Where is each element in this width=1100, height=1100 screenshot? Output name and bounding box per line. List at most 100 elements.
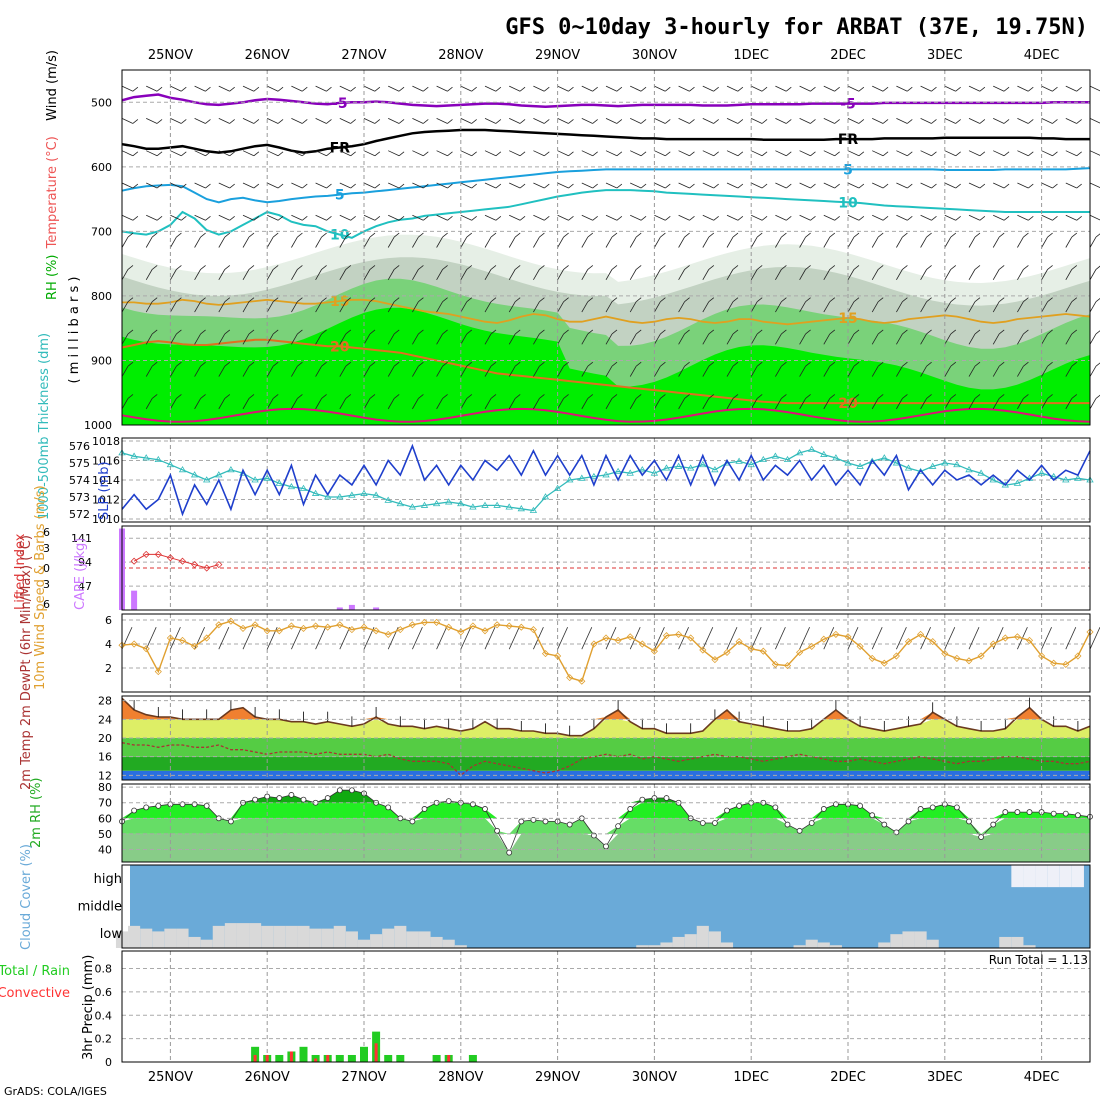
upper-wind-barb [350, 215, 356, 221]
precip-convective-bar [265, 1054, 269, 1062]
upper-wind-barb [968, 236, 976, 248]
thickness-marker [674, 462, 683, 469]
upper-wind-barb [345, 329, 352, 335]
upper-wind-barb [907, 215, 913, 221]
upper-wind-barb [146, 214, 158, 221]
upper-wind-barb [557, 365, 564, 377]
upper-wind-barb [786, 215, 792, 221]
upper-wind-barb [1089, 269, 1097, 280]
date-label-bottom: 2DEC [830, 1070, 866, 1085]
upper-wind-barb [872, 85, 884, 92]
rh-y-tick: 50 [98, 828, 112, 841]
upper-wind-barb [678, 85, 690, 92]
upper-wind-barb [823, 236, 831, 248]
wind-speed-marker [554, 652, 562, 660]
upper-wind-barb [267, 150, 279, 157]
upper-wind-barb [751, 150, 763, 157]
upper-wind-barb [998, 329, 1005, 335]
upper-wind-barb [689, 119, 695, 124]
upper-wind-barb [398, 183, 405, 189]
upper-wind-barb [345, 297, 352, 302]
upper-wind-barb [665, 183, 671, 189]
upper-wind-barb [387, 365, 395, 377]
upper-wind-barb [640, 151, 647, 157]
upper-wind-barb [629, 236, 637, 248]
upper-wind-barb [181, 86, 187, 92]
upper-wind-barb [460, 269, 468, 280]
upper-wind-barb [170, 182, 182, 189]
upper-wind-barb [563, 265, 569, 270]
upper-wind-barb [635, 265, 642, 270]
upper-wind-barb [266, 398, 274, 410]
rh-marker [227, 818, 234, 825]
dewpoint-line [121, 742, 1091, 777]
upper-wind-barb [581, 398, 589, 410]
upper-wind-barb [630, 214, 642, 221]
upper-wind-barb [1052, 183, 1058, 189]
upper-wind-barb [751, 85, 763, 92]
date-label-bottom: 29NOV [535, 1070, 580, 1085]
upper-wind-barb [726, 150, 739, 157]
upper-wind-barb [151, 265, 158, 270]
surface-wind-barb [823, 627, 835, 650]
upper-wind-barb [248, 232, 255, 238]
upper-wind-barb [170, 269, 177, 280]
surface-wind-barb [339, 627, 351, 650]
upper-wind-barb [121, 236, 129, 248]
footer-credit: GrADS: COLA/IGES [4, 1085, 107, 1098]
upper-wind-barb [974, 361, 981, 367]
upper-wind-barb [726, 85, 739, 92]
wind-speed-marker [771, 660, 779, 668]
upper-wind-barb [847, 236, 855, 248]
upper-wind-barb [968, 398, 976, 410]
cape-frame [121, 525, 1091, 611]
upper-wind-barb [931, 183, 937, 189]
upper-wind-barb [871, 301, 879, 313]
wind-speed-marker [1062, 660, 1070, 668]
upper-wind-barb [998, 297, 1005, 302]
wind-ylabel: 10m Wind Speed & Barbs (m/s) [33, 485, 48, 690]
surface-wind-barb [920, 627, 931, 650]
upper-wind-barb [968, 301, 976, 313]
surface-wind-barb [629, 627, 641, 650]
upper-wind-barb [1041, 333, 1048, 345]
upper-wind-barb [181, 215, 187, 221]
thickness-marker [771, 452, 780, 459]
upper-wind-barb [737, 183, 744, 189]
wind-speed-marker [239, 624, 247, 632]
upper-wind-barb [557, 150, 569, 157]
upper-wind-barb [514, 329, 521, 335]
upper-wind-barb [823, 301, 831, 313]
thickness-marker [904, 464, 913, 471]
cloud-ylabel-text: Cloud Cover (%) [19, 844, 34, 950]
rh-marker [155, 802, 162, 809]
precip-y-tick: 0.2 [95, 1033, 113, 1046]
upper-wind-barb [605, 398, 613, 410]
upper-wind-barb [460, 182, 472, 189]
upper-wind-barb [750, 365, 758, 377]
upper-wind-barb [363, 214, 376, 221]
upper-wind-barb [761, 119, 768, 124]
upper-wind-barb [291, 182, 303, 189]
surface-wind-barb [145, 627, 157, 650]
upper-wind-barb [1041, 150, 1053, 157]
upper-wind-barb [229, 86, 235, 92]
upper-wind-barb [253, 215, 260, 221]
upper-wind-barb [387, 301, 395, 313]
upper-wind-barb [460, 365, 468, 377]
upper-wind-barb [786, 183, 792, 189]
upper-wind-barb [751, 118, 763, 124]
upper-wind-barb [315, 214, 327, 221]
upper-wind-barb [460, 236, 468, 248]
precip-convective-bar [253, 1054, 257, 1062]
upper-wind-barb [732, 394, 739, 399]
upper-wind-barb [393, 361, 400, 367]
upper-wind-barb [466, 394, 473, 399]
upper-wind-barb [302, 183, 308, 189]
upper-wind-barb [944, 85, 956, 92]
upper-wind-barb [781, 329, 787, 335]
upper-wind-barb [447, 86, 453, 92]
precip-total-bar [396, 1054, 405, 1062]
high-cloud-cell [1011, 865, 1024, 888]
upper-wind-barb [678, 118, 690, 124]
